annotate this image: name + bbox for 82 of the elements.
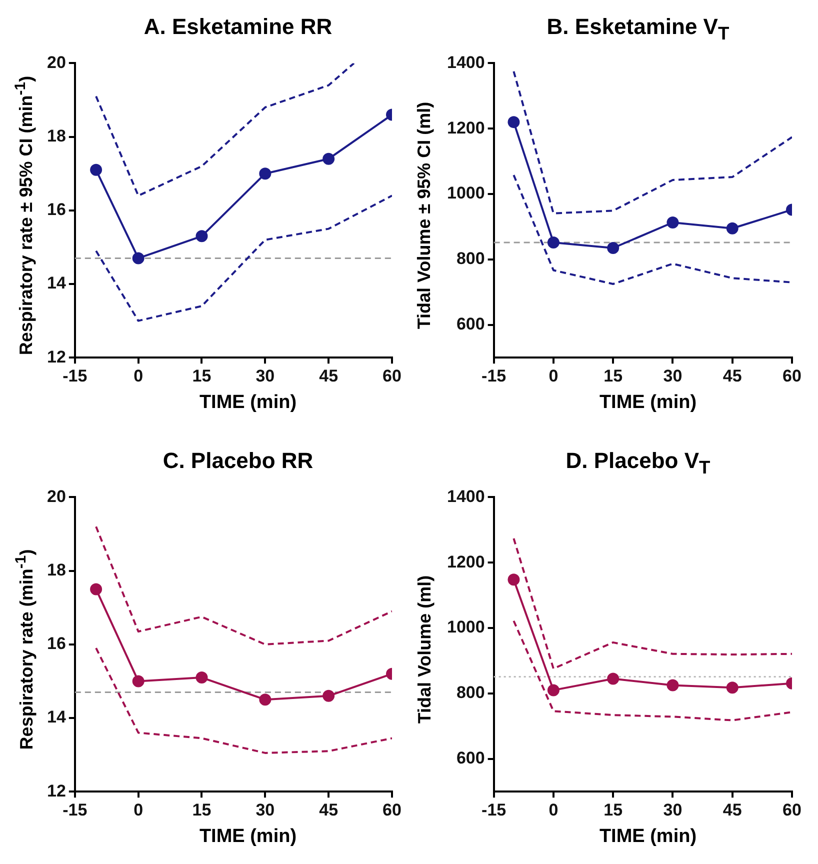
point	[666, 679, 679, 692]
chart-title: C. Placebo RR	[162, 448, 314, 474]
y-tick-label: 18	[46, 560, 66, 580]
x-tick-label: 15	[192, 800, 212, 820]
y-tick-label: 20	[46, 486, 66, 506]
line-series	[512, 620, 792, 722]
y-tick-label: 1400	[446, 486, 485, 506]
point	[90, 164, 102, 176]
point	[547, 236, 560, 248]
y-tick-label: 12	[46, 781, 66, 800]
y-tick-label: 20	[46, 52, 66, 72]
x-tick-label: -15	[62, 366, 88, 386]
x-tick-label: 0	[134, 800, 144, 820]
y-axis-title: Tidal Volume ± 95% CI (ml)	[414, 101, 436, 329]
y-tick-label: 14	[46, 274, 66, 293]
point	[322, 152, 335, 165]
x-axis-title: TIME (min)	[598, 826, 698, 848]
y-tick-label: 800	[456, 683, 485, 702]
x-axis-title: TIME (min)	[198, 392, 298, 414]
point	[666, 216, 679, 229]
y-tick-label: 1200	[446, 552, 485, 572]
line-series	[95, 194, 392, 322]
line-series	[95, 647, 392, 754]
x-tick-label: 45	[722, 800, 742, 820]
point	[259, 168, 272, 180]
y-tick-label: 1000	[446, 618, 485, 637]
x-axis-title: TIME (min)	[598, 392, 698, 414]
chart-title: B. Esketamine V$_{T}$	[546, 14, 730, 44]
chart-title: A. Esketamine RR	[142, 14, 334, 40]
y-tick-label: 12	[46, 347, 66, 366]
y-tick-label: 600	[456, 314, 485, 334]
point	[508, 116, 520, 128]
line-series	[512, 537, 792, 670]
line-series	[512, 70, 792, 214]
x-tick-label: 0	[548, 800, 558, 820]
x-tick-label: 30	[256, 800, 275, 820]
x-tick-label: 45	[319, 800, 338, 820]
y-tick-label: 800	[456, 249, 485, 268]
y-tick-label: 18	[46, 126, 66, 146]
point	[259, 694, 272, 706]
x-tick-label: 30	[663, 800, 682, 820]
x-tick-label: 15	[604, 366, 623, 386]
y-tick-label: 16	[46, 200, 66, 220]
point	[90, 583, 102, 596]
point	[132, 252, 144, 264]
point	[547, 684, 560, 696]
line-series	[95, 526, 392, 646]
point	[607, 242, 620, 254]
y-tick-label: 16	[46, 634, 66, 654]
point	[196, 672, 208, 684]
x-tick-label: -15	[482, 366, 506, 386]
point	[726, 222, 738, 234]
y-axis-title: Tidal Volume (ml)	[414, 574, 436, 724]
line-series	[95, 63, 355, 197]
x-tick-label: 30	[663, 366, 682, 386]
point	[132, 675, 144, 688]
x-tick-label: 0	[134, 366, 144, 386]
x-axis-title: TIME (min)	[198, 826, 298, 848]
chart-title: D. Placebo V$_{T}$	[564, 448, 712, 478]
x-tick-label: 60	[782, 366, 802, 386]
y-tick-label: 14	[46, 708, 66, 727]
point	[322, 690, 335, 702]
x-tick-label: 60	[382, 366, 402, 386]
y-tick-label: 1200	[446, 118, 485, 138]
x-tick-label: 0	[548, 366, 558, 386]
line-series	[512, 174, 792, 285]
x-tick-label: 60	[382, 800, 402, 820]
point	[607, 672, 620, 685]
point	[196, 230, 208, 242]
y-tick-label: 1400	[446, 52, 485, 72]
point	[508, 574, 520, 586]
y-tick-label: 600	[456, 748, 485, 768]
x-tick-label: 45	[722, 366, 742, 386]
x-tick-label: 45	[319, 366, 338, 386]
x-tick-label: -15	[62, 800, 88, 820]
x-tick-label: 60	[782, 800, 802, 820]
x-tick-label: 15	[192, 366, 212, 386]
x-tick-label: 15	[604, 800, 623, 820]
y-tick-label: 1000	[446, 184, 485, 203]
x-tick-label: -15	[482, 800, 506, 820]
x-tick-label: 30	[256, 366, 275, 386]
point	[726, 682, 738, 694]
